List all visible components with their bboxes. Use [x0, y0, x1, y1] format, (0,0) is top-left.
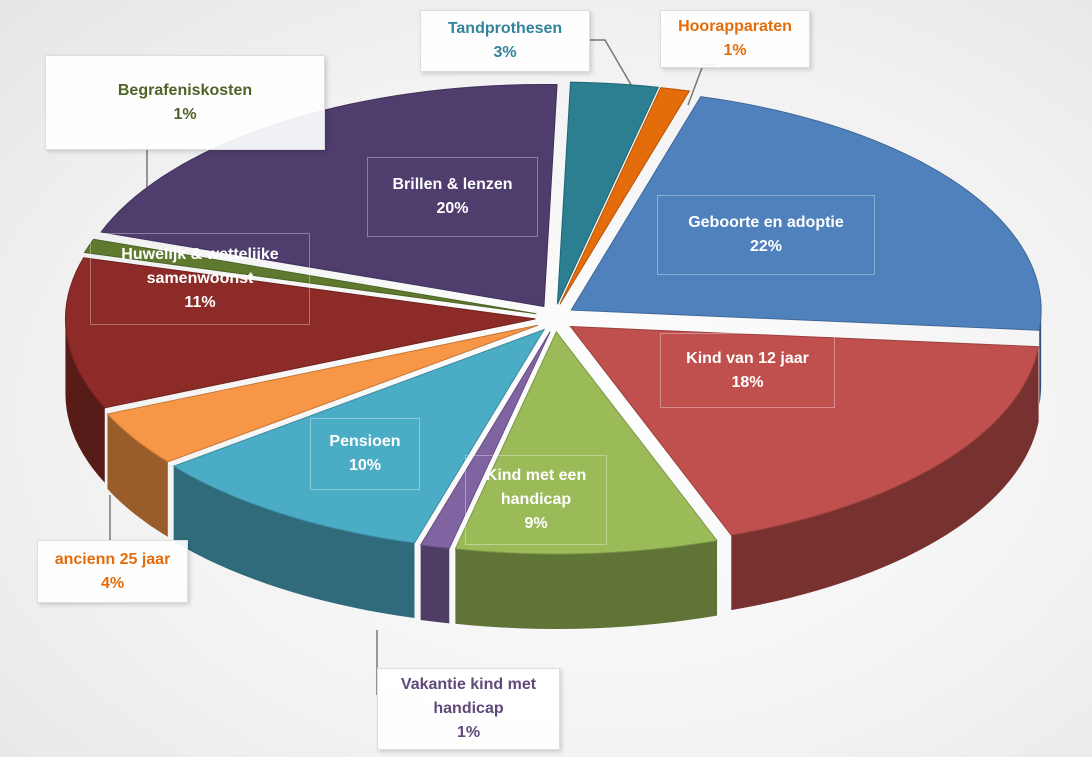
label-name: Hoorapparaten [678, 18, 792, 35]
label-value: 4% [100, 574, 125, 592]
label-name: Brillen & lenzen [392, 176, 513, 193]
label-value: 9% [524, 515, 548, 532]
label-value: 1% [723, 42, 747, 59]
label-value: 11% [184, 294, 216, 311]
slice-side [420, 544, 450, 624]
slice-side [65, 318, 105, 483]
slice-side [107, 414, 168, 537]
data-label: Begrafeniskosten 1% [45, 55, 325, 150]
label-value: 18% [731, 373, 764, 391]
data-label: Kind met een handicap 9% [465, 455, 607, 545]
label-name: Huwelijk & wettelijke samenwoonst [121, 246, 279, 287]
slice [559, 87, 691, 305]
label-value: 10% [348, 457, 382, 474]
label-name: Vakantie kind met handicap [400, 676, 537, 717]
slice [569, 325, 1040, 536]
data-label: Huwelijk & wettelijke samenwoonst 11% [90, 233, 310, 325]
label-value: 1% [173, 105, 197, 123]
data-label: Hoorapparaten 1% [660, 10, 810, 68]
data-label: Geboorte en adoptie 22% [657, 195, 875, 275]
data-label: Brillen & lenzen 20% [367, 157, 538, 237]
label-name: Geboorte en adoptie [688, 214, 844, 231]
data-label: Vakantie kind met handicap 1% [377, 668, 560, 750]
label-name: Kind met een handicap [485, 467, 587, 508]
slice [64, 257, 536, 409]
slice-side [173, 466, 415, 619]
data-label: Kind van 12 jaar 18% [660, 333, 835, 408]
data-label: Tandprothesen 3% [420, 10, 590, 72]
slice [419, 331, 551, 549]
slices [64, 81, 1042, 629]
label-name: Begrafeniskosten [117, 81, 253, 99]
slice [454, 331, 718, 555]
label-value: 22% [749, 238, 783, 255]
label-name: Tandprothesen [447, 20, 563, 37]
slice [556, 81, 660, 305]
slice-side [455, 540, 718, 629]
slice-side [731, 346, 1039, 611]
label-value: 1% [456, 724, 481, 741]
slice [106, 324, 539, 463]
label-name: Pensioen [329, 433, 401, 450]
label-name: ancienn 25 jaar [54, 550, 171, 568]
slice [570, 96, 1042, 331]
label-value: 20% [436, 200, 469, 217]
slice [83, 238, 537, 315]
label-value: 3% [493, 44, 517, 61]
slice-side [1039, 310, 1042, 406]
data-label: ancienn 25 jaar 4% [37, 540, 188, 603]
leader-line [590, 39, 638, 96]
data-label: Pensioen 10% [310, 418, 420, 490]
slice [172, 328, 546, 544]
label-name: Kind van 12 jaar [686, 349, 809, 367]
